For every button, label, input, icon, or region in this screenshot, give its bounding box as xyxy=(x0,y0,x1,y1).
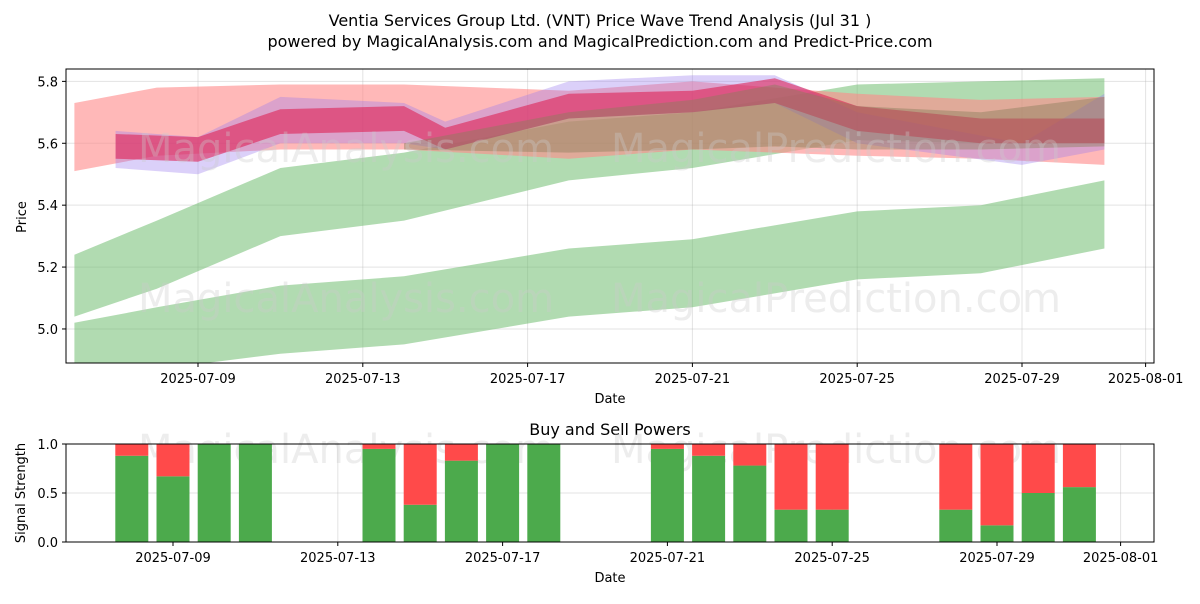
top-y-tick-label: 5.0 xyxy=(37,323,58,338)
watermark-analysis-2: MagicalAnalysis.com xyxy=(138,276,554,322)
watermark-prediction-2: MagicalPrediction.com xyxy=(611,276,1061,322)
top-y-tick-label: 5.6 xyxy=(37,137,58,152)
sell-bar xyxy=(156,444,190,477)
buy-bar xyxy=(156,476,190,542)
buy-bar xyxy=(238,444,272,542)
buy-bar xyxy=(774,509,808,542)
bottom-ylabel: Signal Strength xyxy=(14,443,29,543)
bottom-xlabel: Date xyxy=(594,571,625,586)
sell-bar xyxy=(444,444,478,461)
buy-bar xyxy=(486,444,520,542)
sell-bar xyxy=(980,444,1014,526)
buy-bar xyxy=(403,504,437,542)
bottom-x-tick-label: 2025-07-17 xyxy=(465,551,541,566)
chart-title: Ventia Services Group Ltd. (VNT) Price W… xyxy=(329,11,872,30)
sell-bar xyxy=(815,444,849,510)
sell-bar xyxy=(403,444,437,505)
watermark-prediction: MagicalPrediction.com xyxy=(611,126,1061,172)
buy-bar xyxy=(980,525,1014,542)
bottom-chart-title: Buy and Sell Powers xyxy=(529,420,691,439)
bottom-x-tick-label: 2025-07-21 xyxy=(630,551,706,566)
price-band-5 xyxy=(404,84,1105,153)
signal-bars xyxy=(115,444,1096,542)
buy-bar xyxy=(1062,487,1096,542)
top-y-tick-label: 5.2 xyxy=(37,261,58,276)
top-x-tick-label: 2025-07-17 xyxy=(490,372,566,387)
price-bands xyxy=(74,75,1105,363)
buy-bar xyxy=(1021,493,1055,542)
bottom-x-tick-label: 2025-07-13 xyxy=(300,551,376,566)
top-y-tick-label: 5.4 xyxy=(37,199,58,214)
top-y-tick-label: 5.8 xyxy=(37,75,58,90)
buy-bar xyxy=(197,444,231,542)
bottom-y-tick-label: 0.5 xyxy=(37,487,58,502)
sell-bar xyxy=(774,444,808,510)
price-band-4 xyxy=(115,78,1105,162)
top-ylabel: Price xyxy=(15,201,30,233)
buy-bar xyxy=(444,460,478,542)
top-xlabel: Date xyxy=(594,392,625,407)
bottom-x-tick-label: 2025-07-29 xyxy=(959,551,1035,566)
top-axes: 2025-07-09 2025-07-13 2025-07-17 2025-07-21… xyxy=(37,75,1183,387)
top-plot-frame xyxy=(65,68,1155,364)
bottom-x-tick-label: 2025-07-09 xyxy=(135,551,211,566)
top-x-tick-label: 2025-07-09 xyxy=(160,372,236,387)
buy-bar xyxy=(527,444,561,542)
bottom-axes: 2025-07-09 2025-07-13 2025-07-17 2025-07-21… xyxy=(37,438,1158,566)
sell-bar xyxy=(1062,444,1096,488)
top-x-tick-label: 2025-07-13 xyxy=(325,372,401,387)
sell-bar xyxy=(692,444,726,456)
sell-bar xyxy=(362,444,396,449)
buy-bar xyxy=(733,465,767,542)
bottom-x-tick-label: 2025-07-25 xyxy=(794,551,870,566)
bottom-y-tick-label: 0.0 xyxy=(37,536,58,551)
sell-bar xyxy=(939,444,973,510)
sell-bar xyxy=(733,444,767,466)
bottom-y-tick-label: 1.0 xyxy=(37,438,58,453)
buy-bar xyxy=(815,509,849,542)
sell-bar xyxy=(650,444,684,449)
watermark-analysis: MagicalAnalysis.com xyxy=(138,126,554,172)
buy-bar xyxy=(115,455,149,542)
buy-bar xyxy=(692,455,726,542)
top-x-tick-label: 2025-08-01 xyxy=(1108,372,1184,387)
top-x-tick-label: 2025-07-29 xyxy=(984,372,1060,387)
top-x-tick-label: 2025-07-25 xyxy=(819,372,895,387)
sell-bar xyxy=(1021,444,1055,493)
top-x-tick-label: 2025-07-21 xyxy=(655,372,731,387)
price-band-1 xyxy=(74,180,1105,363)
buy-bar xyxy=(650,448,684,542)
top-watermarks: MagicalAnalysis.com MagicalPrediction.co… xyxy=(138,126,1061,322)
sell-bar xyxy=(115,444,149,456)
bottom-x-tick-label: 2025-08-01 xyxy=(1083,551,1159,566)
buy-bar xyxy=(939,509,973,542)
chart-subtitle: powered by MagicalAnalysis.com and Magic… xyxy=(267,32,932,51)
buy-bar xyxy=(362,448,396,542)
